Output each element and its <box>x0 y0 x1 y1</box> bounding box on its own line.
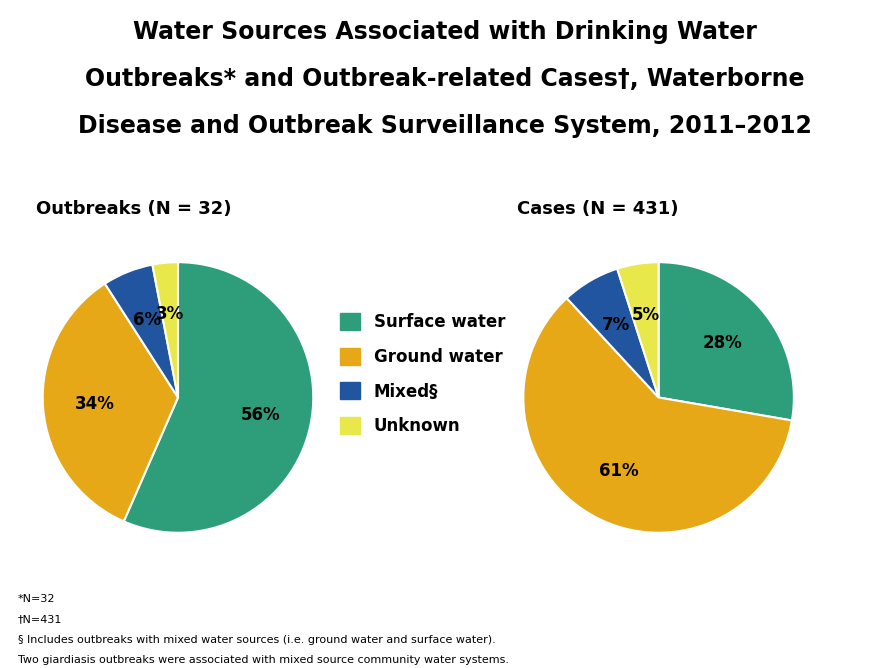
Text: Disease and Outbreak Surveillance System, 2011–2012: Disease and Outbreak Surveillance System… <box>78 114 812 138</box>
Text: †N=431: †N=431 <box>18 614 62 624</box>
Text: § Includes outbreaks with mixed water sources (i.e. ground water and surface wat: § Includes outbreaks with mixed water so… <box>18 635 496 645</box>
Wedge shape <box>124 262 313 533</box>
Wedge shape <box>567 269 659 397</box>
Text: 5%: 5% <box>632 305 659 323</box>
Text: Two giardiasis outbreaks were associated with mixed source community water syste: Two giardiasis outbreaks were associated… <box>18 655 509 665</box>
Text: 3%: 3% <box>156 305 184 323</box>
Text: 61%: 61% <box>599 462 638 480</box>
Text: 7%: 7% <box>603 316 630 334</box>
Text: *N=32: *N=32 <box>18 595 55 604</box>
Text: Water Sources Associated with Drinking Water: Water Sources Associated with Drinking W… <box>134 20 756 44</box>
Legend: Surface water, Ground water, Mixed§, Unknown: Surface water, Ground water, Mixed§, Unk… <box>340 313 506 436</box>
Text: Cases (N = 431): Cases (N = 431) <box>516 200 678 218</box>
Wedge shape <box>659 262 794 420</box>
Wedge shape <box>523 298 792 533</box>
Wedge shape <box>152 262 178 397</box>
Wedge shape <box>617 262 659 397</box>
Wedge shape <box>105 265 178 397</box>
Wedge shape <box>43 284 178 522</box>
Text: Outbreaks* and Outbreak-related Cases†, Waterborne: Outbreaks* and Outbreak-related Cases†, … <box>85 67 805 91</box>
Text: 28%: 28% <box>703 335 742 353</box>
Text: Outbreaks (N = 32): Outbreaks (N = 32) <box>36 200 231 218</box>
Text: 34%: 34% <box>75 395 114 413</box>
Text: 6%: 6% <box>133 311 161 329</box>
Text: 56%: 56% <box>240 405 280 424</box>
